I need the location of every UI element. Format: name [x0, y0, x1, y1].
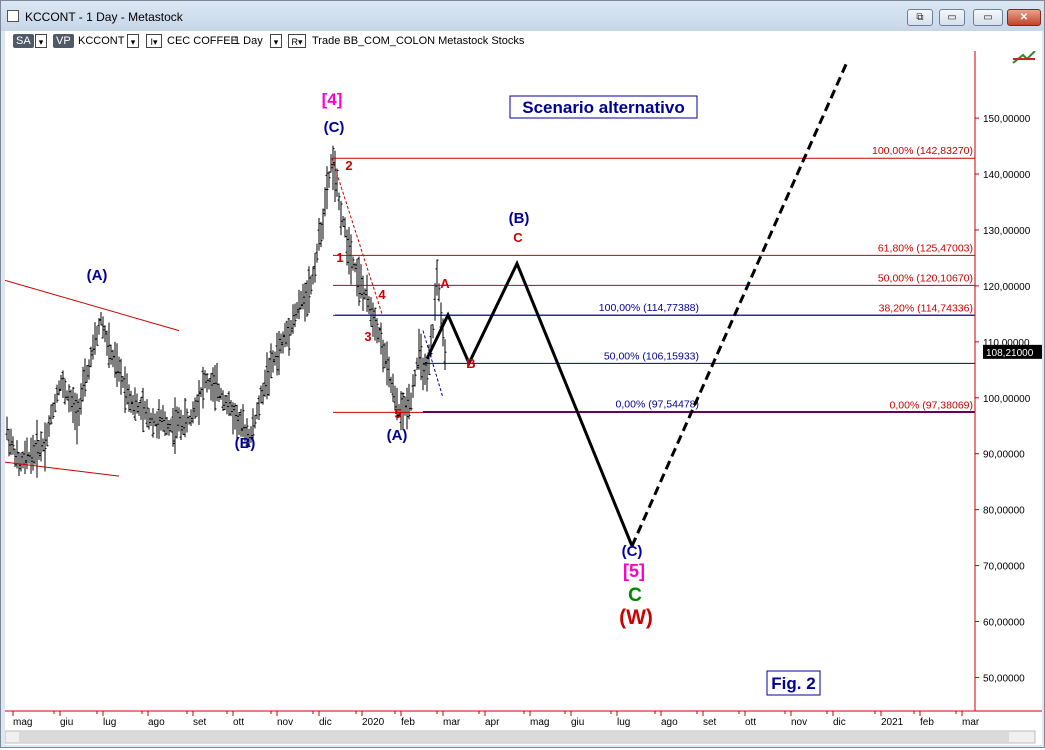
y-tick-label: 50,00000 [983, 673, 1025, 684]
wave-label: C [628, 585, 642, 606]
security-name: CEC COFFEE [167, 35, 238, 47]
maximize-inner-button[interactable]: ▭ [939, 9, 965, 26]
x-tick-label: dic [833, 717, 846, 728]
wave-label: B [466, 356, 475, 371]
y-tick-label: 60,00000 [983, 618, 1025, 629]
wave-label: 3 [364, 329, 371, 344]
figure-label-box [766, 670, 821, 696]
wave-label: 5 [394, 406, 401, 421]
security-info: Trade BB_COM_COLON Metastock Stocks [312, 35, 525, 47]
y-tick-label: 90,00000 [983, 450, 1025, 461]
wave-label: A [440, 276, 450, 291]
x-tick-label: mar [443, 717, 461, 728]
vp-button[interactable]: VP [53, 34, 74, 48]
x-tick-label: set [193, 717, 207, 728]
x-tick-label: 2021 [881, 717, 904, 728]
refresh-button[interactable]: R▾ [288, 34, 306, 48]
x-tick-label: mar [962, 717, 980, 728]
close-button[interactable]: ✕ [1007, 9, 1041, 26]
indicator-arrows-icon[interactable] [1012, 50, 1036, 64]
trendline-lower [4, 461, 120, 477]
y-tick-label: 70,00000 [983, 562, 1025, 573]
x-tick-label: feb [920, 717, 934, 728]
wave-label: (A) [87, 267, 108, 284]
y-tick-label: 150,00000 [983, 114, 1031, 125]
last-price-label: 108,21000 [986, 348, 1034, 359]
fib-level-label: 38,20% (114,74336) [879, 302, 973, 314]
fib-level-label: 0,00% (97,38069) [890, 399, 973, 411]
figure-label: Fig. 2 [771, 674, 815, 693]
y-tick-label: 80,00000 [983, 506, 1025, 517]
restore-layout-button[interactable]: ⧉ [907, 9, 933, 26]
x-tick-label: nov [791, 717, 807, 728]
x-tick-label: set [703, 717, 717, 728]
wave-label: 2 [345, 158, 352, 173]
x-tick-label: dic [319, 717, 332, 728]
y-tick-label: 130,00000 [983, 226, 1031, 237]
wave-label: C [513, 230, 523, 245]
x-tick-label: apr [485, 717, 500, 728]
fib-level-label: 100,00% (114,77388) [599, 302, 699, 314]
wave-label: (W) [619, 606, 653, 629]
title-bar: KCCONT - 1 Day - Metastock ⧉ ▭ ▭ ✕ [1, 1, 1044, 31]
fib-level-label: 50,00% (106,15933) [604, 350, 699, 362]
x-tick-label: lug [103, 717, 116, 728]
chart-window-icon [7, 10, 19, 22]
y-tick-label: 120,00000 [983, 282, 1031, 293]
wave-label: 4 [378, 287, 386, 302]
x-tick-label: lug [617, 717, 630, 728]
restore-button[interactable]: ▭ [973, 9, 1003, 26]
period-field[interactable]: 1 Day [234, 35, 263, 47]
symbol-field[interactable]: KCCONT [78, 35, 125, 47]
wave-label: (C) [324, 119, 345, 136]
fib-level-label: 0,00% (97,54478) [616, 399, 699, 411]
x-tick-label: 2020 [362, 717, 385, 728]
dashed-wave-line-blue [422, 330, 444, 398]
fib-level-label: 50,00% (120,10670) [878, 272, 973, 284]
y-tick-label: 140,00000 [983, 170, 1031, 181]
projection-solid-path [425, 259, 634, 547]
x-tick-label: ott [233, 717, 244, 728]
projection-dashed-path [630, 61, 849, 547]
x-tick-label: mag [13, 717, 32, 728]
y-tick-label: 110,00000 [983, 338, 1030, 349]
x-tick-label: mag [530, 717, 549, 728]
fib-level-label: 61,80% (125,47003) [878, 242, 973, 254]
chart-toolbar: SA ▾ VP KCCONT ▾ I▾ CEC COFFEE 1 Day ▾ R… [5, 31, 1042, 51]
wave-label: (A) [387, 427, 408, 444]
window-title: KCCONT - 1 Day - Metastock [25, 10, 183, 24]
dashed-wave-line [331, 158, 383, 315]
scenario-title: Scenario alternativo [522, 98, 685, 117]
fib-level-label: 100,00% (142,83270) [872, 145, 973, 157]
cursor-mode-button[interactable]: I▾ [146, 34, 162, 48]
x-tick-label: feb [401, 717, 415, 728]
y-tick-label: 100,00000 [983, 394, 1031, 405]
period-dropdown-arrow[interactable]: ▾ [270, 34, 282, 48]
x-tick-label: ago [661, 717, 678, 728]
wave-label: (C) [622, 543, 643, 560]
wave-label: 1 [336, 250, 343, 265]
x-tick-label: giu [571, 717, 584, 728]
x-tick-label: giu [60, 717, 73, 728]
price-chart: 100,00% (142,83270)61,80% (125,47003)50,… [4, 50, 1045, 744]
mode-dropdown[interactable]: SA [13, 34, 34, 48]
x-tick-label: nov [277, 717, 293, 728]
wave-label: (B) [509, 210, 530, 227]
trendline-upper [4, 279, 180, 332]
x-tick-label: ago [148, 717, 165, 728]
chart-area[interactable]: 100,00% (142,83270) 61,80% (125,47003) 50,… [4, 50, 1045, 745]
last-price-box [983, 344, 1045, 359]
wave-label: [5] [623, 561, 645, 581]
symbol-dropdown-arrow[interactable]: ▾ [127, 34, 139, 48]
scrollbar-thumb[interactable] [19, 732, 1009, 742]
wave-label: (B) [235, 435, 256, 452]
mode-dropdown-arrow[interactable]: ▾ [35, 34, 47, 48]
x-tick-label: ott [745, 717, 756, 728]
wave-label: [4] [322, 90, 343, 109]
scenario-title-box [509, 95, 698, 119]
